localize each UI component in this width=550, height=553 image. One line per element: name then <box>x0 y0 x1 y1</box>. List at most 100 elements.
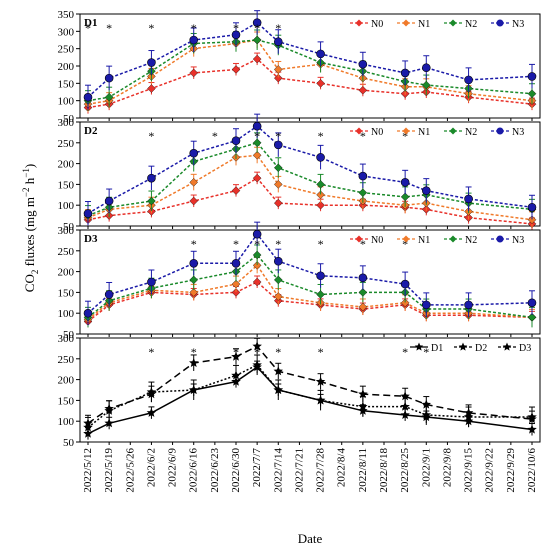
significance-star: * <box>275 21 281 35</box>
data-point <box>400 178 410 187</box>
legend-entry: N0 <box>371 19 383 30</box>
y-tick-label: 250 <box>58 246 75 258</box>
y-tick-label: 200 <box>58 375 75 387</box>
y-tick-label: 250 <box>58 138 75 150</box>
panel-label: D1 <box>84 17 97 29</box>
significance-star: * <box>212 129 218 143</box>
data-point <box>189 288 198 297</box>
x-tick-label: 2022/9/29 <box>505 448 517 493</box>
y-tick-label: 250 <box>58 354 75 366</box>
data-point <box>400 401 410 411</box>
significance-star: * <box>191 345 197 359</box>
panel-frame <box>79 337 541 443</box>
y-tick-label: 100 <box>58 96 75 108</box>
significance-star: * <box>254 21 260 35</box>
data-point <box>400 391 410 401</box>
data-point <box>274 180 283 189</box>
data-point <box>104 290 114 299</box>
data-point <box>422 80 431 90</box>
legend-marker <box>458 342 468 351</box>
data-point <box>358 59 368 69</box>
data-point <box>147 58 156 67</box>
significance-star: * <box>106 21 112 35</box>
data-point <box>358 288 368 297</box>
data-point <box>358 171 368 181</box>
data-point <box>463 412 474 422</box>
significance-star: * <box>254 345 260 359</box>
data-point <box>189 275 198 285</box>
data-point <box>273 37 283 47</box>
x-tick-label: 2022/6/23 <box>209 448 221 493</box>
data-point <box>316 79 325 88</box>
legend-entry: N2 <box>465 235 477 246</box>
data-point <box>252 150 262 160</box>
data-point <box>400 68 410 78</box>
data-point <box>527 313 537 322</box>
significance-star: * <box>402 237 408 251</box>
data-point <box>527 72 537 81</box>
data-point <box>189 196 198 206</box>
data-point <box>274 275 283 285</box>
significance-star: * <box>191 21 197 35</box>
data-point <box>231 186 241 195</box>
series-n3 <box>83 221 537 326</box>
data-point <box>421 186 431 195</box>
legend-entry: D1 <box>431 343 443 354</box>
significance-star: * <box>423 345 429 359</box>
x-tick-label: 2022/9/1 <box>420 448 432 487</box>
y-tick-label: 50 <box>63 329 75 341</box>
data-point <box>83 92 93 102</box>
data-point <box>400 279 410 289</box>
legend-entry: N1 <box>418 235 430 246</box>
y-axis-label-part: −1 <box>21 168 31 178</box>
data-point <box>274 163 283 173</box>
data-point <box>83 209 93 218</box>
y-axis-label: CO2 fluxes (mg m−2 h−1) <box>21 164 40 292</box>
data-point <box>421 63 431 73</box>
data-point <box>274 65 283 74</box>
data-point <box>252 229 262 239</box>
legend-marker <box>355 127 363 135</box>
series-n3 <box>83 10 537 110</box>
data-point <box>273 366 283 376</box>
data-point <box>231 30 241 40</box>
series-d3 <box>83 354 537 438</box>
data-point <box>400 298 410 308</box>
data-point <box>316 271 325 281</box>
data-point <box>358 273 368 283</box>
x-tick-label: 2022/5/26 <box>124 448 136 493</box>
legend-marker <box>496 127 504 135</box>
legend-marker <box>496 19 504 27</box>
data-point <box>527 412 537 422</box>
x-tick-label: 2022/7/28 <box>315 448 327 493</box>
data-point <box>231 288 241 297</box>
data-point <box>358 302 368 312</box>
y-tick-label: 300 <box>58 26 75 38</box>
data-point <box>189 385 199 394</box>
x-tick-label: 2022/6/2 <box>145 448 157 487</box>
data-point <box>527 424 537 434</box>
series-line <box>87 364 532 429</box>
data-point <box>252 173 262 183</box>
significance-star: * <box>191 237 197 251</box>
legend-entry: N2 <box>465 127 477 138</box>
data-point <box>231 258 241 268</box>
y-axis-label-part: fluxes (mg m <box>22 197 37 270</box>
y-axis-label-part: ) <box>22 164 37 168</box>
data-point <box>104 405 114 415</box>
significance-star: * <box>148 129 154 143</box>
data-point <box>316 180 325 189</box>
legend-entry: N3 <box>512 235 524 246</box>
significance-star: * <box>275 129 281 143</box>
data-point <box>104 73 114 83</box>
x-tick-label: 2022/8/4 <box>336 448 348 488</box>
panel-d2: 50 100 150 200 250 300 D2 * * * * * * * N0 N1 N2 N3 <box>58 113 541 233</box>
data-point <box>189 358 199 367</box>
significance-star: * <box>275 237 281 251</box>
x-tick-label: 2022/8/18 <box>378 448 390 493</box>
legend-marker <box>402 19 410 27</box>
panel-d3: 50 100 150 200 250 300 D3 * * * * * * * N0 N1 N2 N3 <box>58 221 541 341</box>
legend-marker <box>496 235 504 243</box>
y-tick-label: 100 <box>58 200 75 212</box>
data-point <box>146 387 157 397</box>
